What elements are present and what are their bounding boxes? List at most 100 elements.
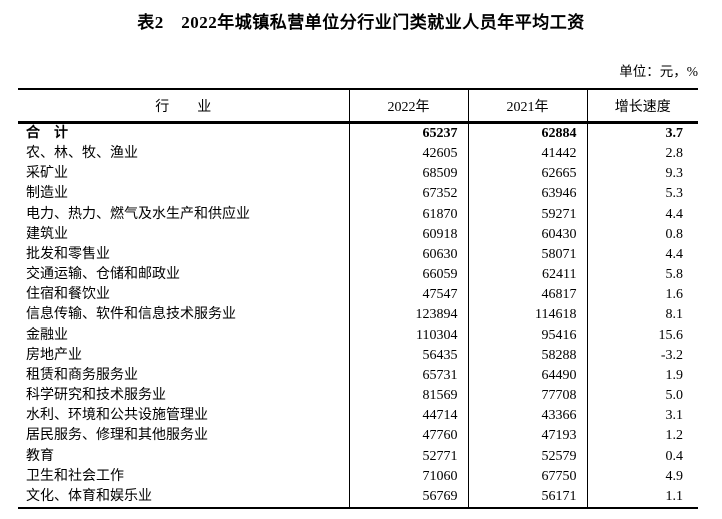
industry-name-cell: 采矿业 [18, 164, 350, 185]
table-row: 金融业 110304 95416 15.6 [18, 325, 698, 346]
value-2022-cell: 47547 [349, 285, 469, 306]
value-2022-cell: 44714 [349, 406, 469, 427]
header-industry: 行 业 [18, 89, 350, 124]
table-row: 科学研究和技术服务业 81569 77708 5.0 [18, 386, 698, 407]
value-2022-cell: 71060 [349, 466, 469, 487]
industry-name-cell: 科学研究和技术服务业 [18, 386, 350, 407]
unit-note: 单位：元，% [619, 64, 698, 79]
value-2021-cell: 59271 [468, 204, 588, 225]
table-row: 卫生和社会工作 71060 67750 4.9 [18, 466, 698, 487]
value-2021-cell: 41442 [468, 144, 588, 165]
value-2021-cell: 95416 [468, 325, 588, 346]
growth-rate-cell: 0.8 [665, 226, 684, 242]
value-2022-cell: 56435 [349, 345, 469, 366]
value-2021-cell: 114618 [468, 305, 588, 326]
value-2021-cell: 47193 [468, 426, 588, 447]
table-row: 住宿和餐饮业 47547 46817 1.6 [18, 285, 698, 306]
table-row: 房地产业 56435 58288 -3.2 [18, 345, 698, 366]
value-2022-cell: 66059 [349, 265, 469, 286]
table-row: 采矿业 68509 62665 9.3 [18, 164, 698, 185]
growth-rate-cell: 1.6 [665, 287, 684, 303]
growth-rate-cell: 3.1 [665, 408, 684, 424]
table-row: 信息传输、软件和信息技术服务业 123894 114618 8.1 [18, 305, 698, 326]
industry-name-cell: 租赁和商务服务业 [18, 365, 350, 387]
growth-rate-cell: 5.0 [665, 388, 684, 404]
growth-rate-cell: 1.9 [665, 367, 684, 383]
value-2022-cell: 56769 [349, 486, 469, 508]
growth-rate-cell: 0.4 [665, 448, 684, 464]
table-row: 租赁和商务服务业 65731 64490 1.9 [18, 365, 698, 387]
industry-name-cell: 合 计 [18, 122, 350, 145]
value-2022-cell: 123894 [349, 305, 469, 326]
value-2021-cell: 77708 [468, 386, 588, 407]
table-row: 批发和零售业 60630 58071 4.4 [18, 244, 698, 266]
industry-name-cell: 教育 [18, 446, 350, 467]
value-2021-cell: 62665 [468, 164, 588, 185]
industry-name-cell: 批发和零售业 [18, 244, 350, 266]
value-2021-cell: 62411 [468, 265, 588, 286]
growth-rate-cell: 9.3 [665, 166, 684, 182]
growth-rate-cell: 5.8 [665, 267, 684, 283]
value-2022-cell: 67352 [349, 184, 469, 205]
value-2021-cell: 56171 [468, 486, 588, 508]
value-2021-cell: 52579 [468, 446, 588, 467]
table-row: 水利、环境和公共设施管理业 44714 43366 3.1 [18, 406, 698, 427]
growth-rate-cell: -3.2 [660, 347, 683, 363]
growth-rate-cell: 1.1 [665, 488, 684, 504]
value-2022-cell: 65731 [349, 365, 469, 387]
value-2022-cell: 47760 [349, 426, 469, 447]
value-2022-cell: 68509 [349, 164, 469, 185]
table-row: 农、林、牧、渔业 42605 41442 2.8 [18, 144, 698, 165]
growth-rate-cell: 4.4 [665, 206, 684, 222]
industry-name-cell: 房地产业 [18, 345, 350, 366]
value-2022-cell: 61870 [349, 204, 469, 225]
table-row: 文化、体育和娱乐业 56769 56171 1.1 [18, 486, 698, 508]
industry-name-cell: 信息传输、软件和信息技术服务业 [18, 305, 350, 326]
industry-name-cell: 交通运输、仓储和邮政业 [18, 265, 350, 286]
industry-name-cell: 农、林、牧、渔业 [18, 144, 350, 165]
value-2022-cell: 65237 [349, 122, 469, 145]
growth-rate-cell: 4.9 [665, 468, 684, 484]
industry-name-cell: 文化、体育和娱乐业 [18, 486, 350, 508]
industry-name-cell: 电力、热力、燃气及水生产和供应业 [18, 204, 350, 225]
value-2021-cell: 58071 [468, 244, 588, 266]
wage-table: 行 业 2022年 2021年 增长速度 合 计 65237 62884 3.7… [18, 88, 698, 509]
value-2021-cell: 67750 [468, 466, 588, 487]
value-2022-cell: 81569 [349, 386, 469, 407]
industry-name-cell: 金融业 [18, 325, 350, 346]
table-row: 居民服务、修理和其他服务业 47760 47193 1.2 [18, 426, 698, 447]
header-row: 行 业 2022年 2021年 增长速度 [18, 89, 698, 124]
value-2021-cell: 60430 [468, 224, 588, 245]
industry-name-cell: 居民服务、修理和其他服务业 [18, 426, 350, 447]
value-2021-cell: 64490 [468, 365, 588, 387]
industry-name-cell: 建筑业 [18, 224, 350, 245]
industry-name-cell: 水利、环境和公共设施管理业 [18, 406, 350, 427]
value-2021-cell: 58288 [468, 345, 588, 366]
industry-name-cell: 卫生和社会工作 [18, 466, 350, 487]
industry-name-cell: 住宿和餐饮业 [18, 285, 350, 306]
value-2021-cell: 46817 [468, 285, 588, 306]
value-2022-cell: 60918 [349, 224, 469, 245]
table-row: 教育 52771 52579 0.4 [18, 446, 698, 467]
header-year-2022: 2022年 [349, 89, 469, 124]
table-body: 合 计 65237 62884 3.7 农、林、牧、渔业 42605 41442… [18, 122, 698, 508]
value-2022-cell: 52771 [349, 446, 469, 467]
header-year-2021: 2021年 [468, 89, 588, 124]
growth-rate-cell: 8.1 [665, 307, 684, 323]
growth-rate-cell: 3.7 [665, 126, 684, 141]
growth-rate-cell: 4.4 [665, 246, 684, 262]
value-2022-cell: 60630 [349, 244, 469, 266]
growth-rate-cell: 1.2 [665, 428, 684, 444]
table-row: 制造业 67352 63946 5.3 [18, 184, 698, 205]
value-2021-cell: 62884 [468, 122, 588, 145]
page-title: 表2 2022年城镇私营单位分行业门类就业人员年平均工资 [137, 13, 585, 32]
table-row: 合 计 65237 62884 3.7 [18, 122, 698, 145]
header-growth-rate: 增长速度 [587, 89, 698, 124]
growth-rate-cell: 15.6 [658, 327, 684, 343]
table-row: 交通运输、仓储和邮政业 66059 62411 5.8 [18, 265, 698, 286]
value-2022-cell: 110304 [349, 325, 469, 346]
table-row: 建筑业 60918 60430 0.8 [18, 224, 698, 245]
growth-rate-cell: 5.3 [665, 186, 684, 202]
value-2022-cell: 42605 [349, 144, 469, 165]
